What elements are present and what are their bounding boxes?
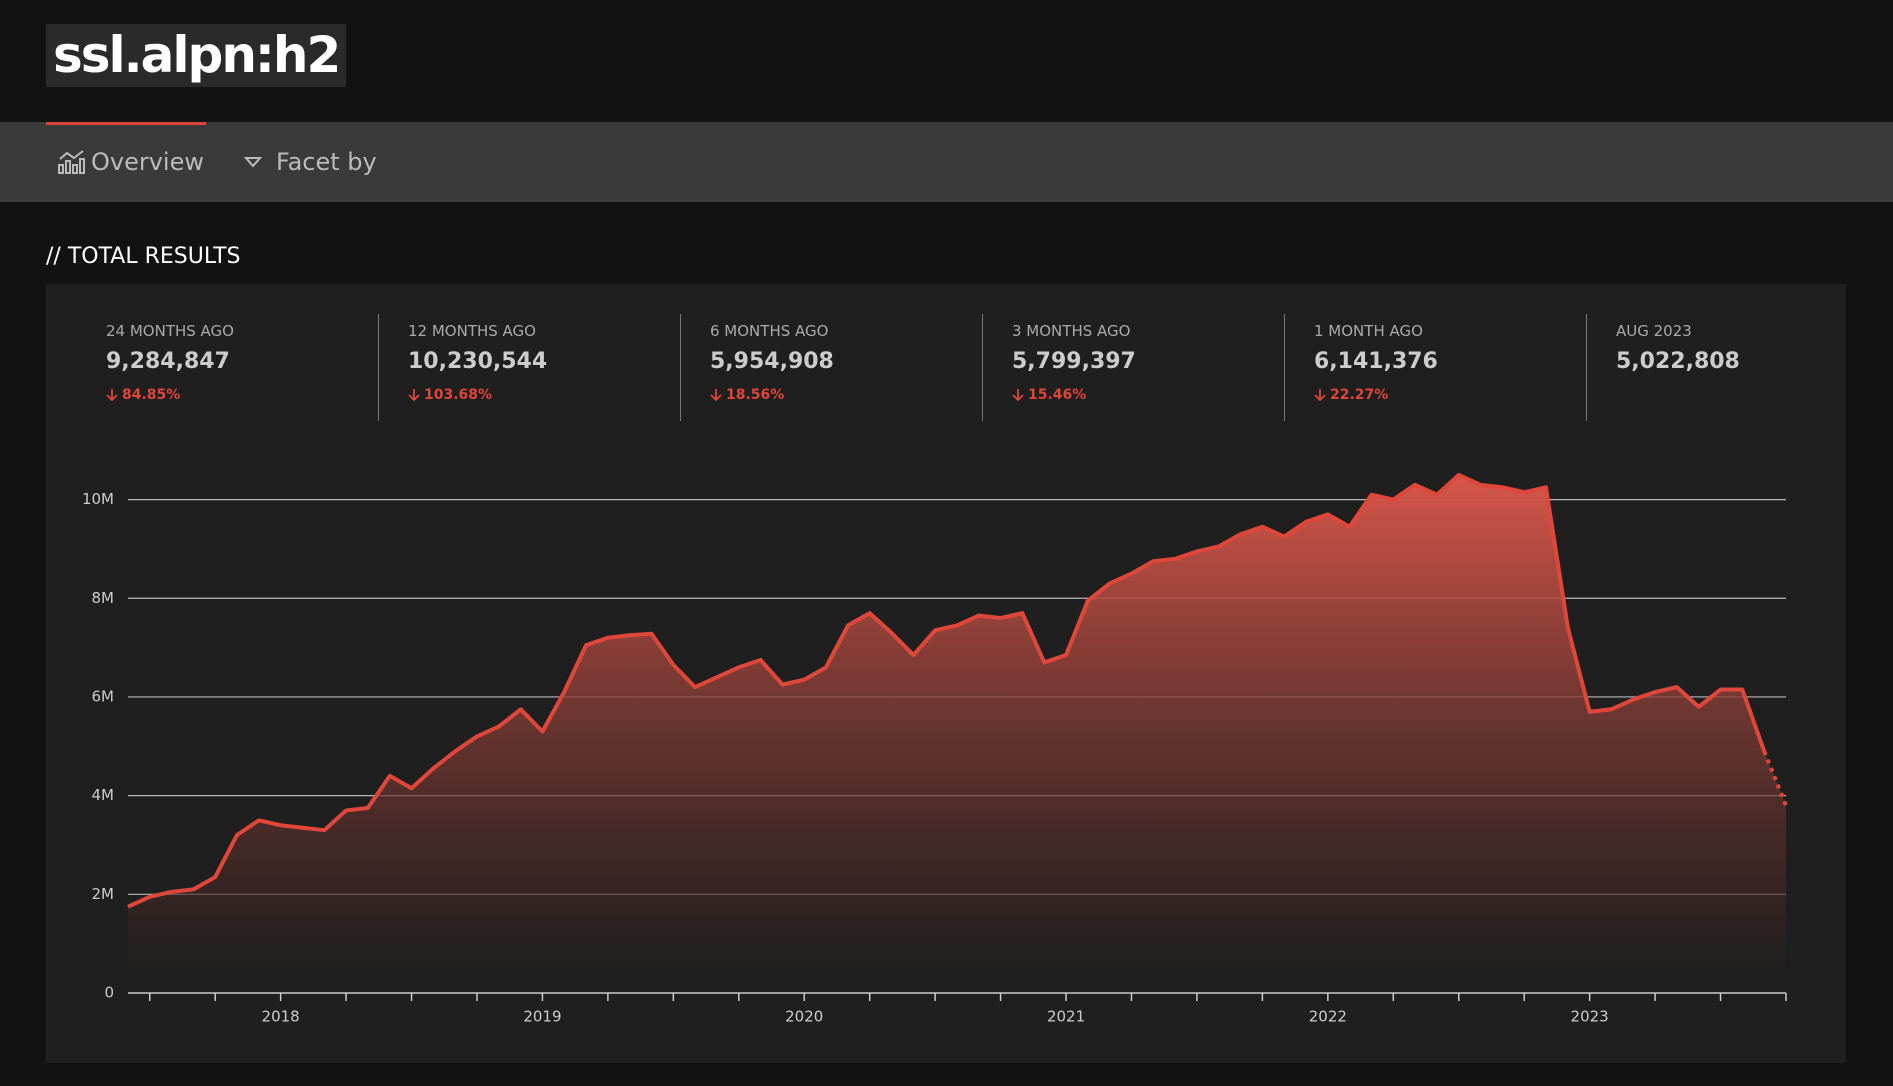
- x-tick-label: 2022: [1309, 1008, 1347, 1026]
- results-panel: 0 2M 4M 6M 8M 10M 2018 2019 2020 2021 2022 2023 24 …: [46, 284, 1846, 1063]
- tab-label: Facet by: [276, 148, 377, 176]
- nav-bar: Overview Facet by: [0, 122, 1893, 202]
- data-line: [127, 472, 1767, 909]
- x-tick-label: 2019: [523, 1008, 561, 1026]
- active-tab-indicator: [46, 122, 206, 125]
- tab-label: Overview: [91, 148, 204, 176]
- down-arrow: [1012, 389, 1024, 402]
- down-arrow: [408, 389, 420, 402]
- area-fill: [128, 474, 1786, 993]
- x-tick-label: 2023: [1571, 1008, 1609, 1026]
- stat-value: 9,284,847: [106, 349, 230, 374]
- stat-value: 6,141,376: [1314, 349, 1438, 374]
- stat-value: 5,954,908: [710, 349, 834, 374]
- stat: 1 MONTH AGO 6,141,376 22.27%: [1314, 322, 1438, 403]
- x-tick-label: 2020: [785, 1008, 823, 1026]
- stat: 3 MONTHS AGO 5,799,397 15.46%: [1012, 322, 1136, 403]
- change-value: 22.27%: [1330, 387, 1389, 403]
- stat: 24 MONTHS AGO 9,284,847 84.85%: [106, 322, 234, 403]
- y-tick-label: 4M: [92, 786, 115, 804]
- stat-label: AUG 2023: [1616, 322, 1692, 340]
- y-tick-label: 10M: [82, 490, 114, 508]
- x-tick-label: 2021: [1047, 1008, 1085, 1026]
- stat-divider: [680, 314, 681, 421]
- stat-label: 12 MONTHS AGO: [408, 322, 536, 340]
- y-tick-label: 0: [104, 984, 114, 1002]
- stat-change: 103.68%: [408, 387, 547, 403]
- stat-change: 18.56%: [710, 387, 834, 403]
- y-tick-label: 6M: [92, 687, 115, 705]
- stat-label: 6 MONTHS AGO: [710, 322, 829, 340]
- stat-value: 5,022,808: [1616, 349, 1740, 374]
- caret-icon: [244, 157, 262, 168]
- chart: 0 2M 4M 6M 8M 10M 2018 2019 2020 2021 2022 2023: [82, 472, 1788, 1026]
- chart-icon: [58, 150, 85, 174]
- overview-tab[interactable]: Overview: [57, 148, 204, 176]
- stat-value: 5,799,397: [1012, 349, 1136, 374]
- projected-line: [1762, 750, 1788, 807]
- stat-change: 22.27%: [1314, 387, 1438, 403]
- stat-change: 84.85%: [106, 387, 234, 403]
- down-arrow: [106, 389, 118, 402]
- stat-divider: [378, 314, 379, 421]
- stat: AUG 2023 5,022,808: [1616, 322, 1740, 374]
- down-arrow: [710, 389, 722, 402]
- facet-tab[interactable]: Facet by: [244, 148, 377, 176]
- stat-divider: [982, 314, 983, 421]
- y-tick-label: 8M: [92, 589, 115, 607]
- stat-label: 1 MONTH AGO: [1314, 322, 1423, 340]
- y-tick-label: 2M: [92, 885, 115, 903]
- change-value: 103.68%: [424, 387, 493, 403]
- section-title: // TOTAL RESULTS: [46, 244, 241, 269]
- x-tick-label: 2018: [262, 1008, 300, 1026]
- stat-divider: [1284, 314, 1285, 421]
- change-value: 18.56%: [726, 387, 785, 403]
- change-value: 84.85%: [122, 387, 181, 403]
- down-arrow: [1314, 389, 1326, 402]
- stat: 6 MONTHS AGO 5,954,908 18.56%: [710, 322, 834, 403]
- stat-label: 24 MONTHS AGO: [106, 322, 234, 340]
- stat-label: 3 MONTHS AGO: [1012, 322, 1131, 340]
- stat-value: 10,230,544: [408, 349, 548, 374]
- stat: 12 MONTHS AGO 10,230,544 103.68%: [408, 322, 547, 403]
- page-title: ssl.alpn:h2: [46, 24, 347, 87]
- change-value: 15.46%: [1028, 387, 1087, 403]
- stat-change: 15.46%: [1012, 387, 1136, 403]
- stat-divider: [1586, 314, 1587, 421]
